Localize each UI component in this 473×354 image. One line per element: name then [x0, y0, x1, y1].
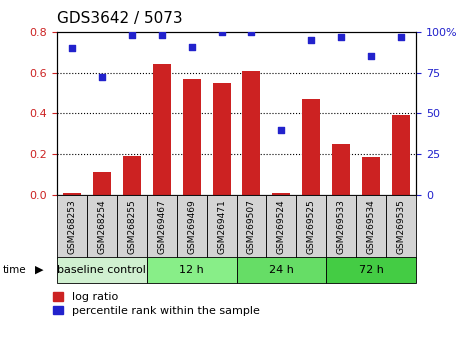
Bar	[333, 144, 350, 195]
Bar	[356, 195, 386, 258]
Text: time: time	[2, 265, 26, 275]
Point	[188, 44, 195, 49]
Bar	[302, 99, 320, 195]
Text: GDS3642 / 5073: GDS3642 / 5073	[57, 11, 183, 25]
Bar	[326, 257, 416, 283]
Bar	[147, 257, 236, 283]
Point	[307, 37, 315, 43]
Point	[158, 32, 166, 38]
Bar	[93, 172, 111, 195]
Text: 24 h: 24 h	[269, 265, 294, 275]
Bar	[176, 195, 207, 258]
Text: GSM269467: GSM269467	[157, 199, 166, 254]
Bar	[87, 195, 117, 258]
Bar	[117, 195, 147, 258]
Bar	[272, 193, 290, 195]
Text: GSM269525: GSM269525	[307, 199, 316, 254]
Text: GSM269534: GSM269534	[367, 199, 376, 254]
Point	[338, 34, 345, 40]
Bar	[326, 195, 356, 258]
Bar	[147, 195, 176, 258]
Text: GSM268254: GSM268254	[97, 199, 106, 254]
Point	[98, 75, 105, 80]
Point	[368, 53, 375, 59]
Bar	[212, 83, 230, 195]
Point	[128, 32, 135, 38]
Bar	[183, 79, 201, 195]
Text: 12 h: 12 h	[179, 265, 204, 275]
Bar	[57, 257, 147, 283]
Point	[248, 29, 255, 35]
Text: GSM269507: GSM269507	[247, 199, 256, 254]
Bar	[362, 157, 380, 195]
Text: GSM269524: GSM269524	[277, 199, 286, 254]
Text: GSM269535: GSM269535	[397, 199, 406, 254]
Bar	[153, 64, 171, 195]
Bar	[266, 195, 297, 258]
Bar	[236, 257, 326, 283]
Legend: log ratio, percentile rank within the sample: log ratio, percentile rank within the sa…	[53, 292, 260, 316]
Bar	[207, 195, 236, 258]
Text: 72 h: 72 h	[359, 265, 384, 275]
Text: ▶: ▶	[35, 265, 44, 275]
Text: GSM269469: GSM269469	[187, 199, 196, 254]
Text: baseline control: baseline control	[57, 265, 146, 275]
Point	[218, 29, 225, 35]
Text: GSM268255: GSM268255	[127, 199, 136, 254]
Text: GSM268253: GSM268253	[67, 199, 76, 254]
Bar	[63, 193, 81, 195]
Text: GSM269533: GSM269533	[337, 199, 346, 254]
Bar	[123, 156, 140, 195]
Point	[397, 34, 405, 40]
Bar	[297, 195, 326, 258]
Bar	[392, 115, 410, 195]
Point	[68, 45, 76, 51]
Bar	[57, 195, 87, 258]
Bar	[386, 195, 416, 258]
Bar	[236, 195, 266, 258]
Point	[278, 127, 285, 132]
Text: GSM269471: GSM269471	[217, 199, 226, 254]
Bar	[243, 70, 261, 195]
